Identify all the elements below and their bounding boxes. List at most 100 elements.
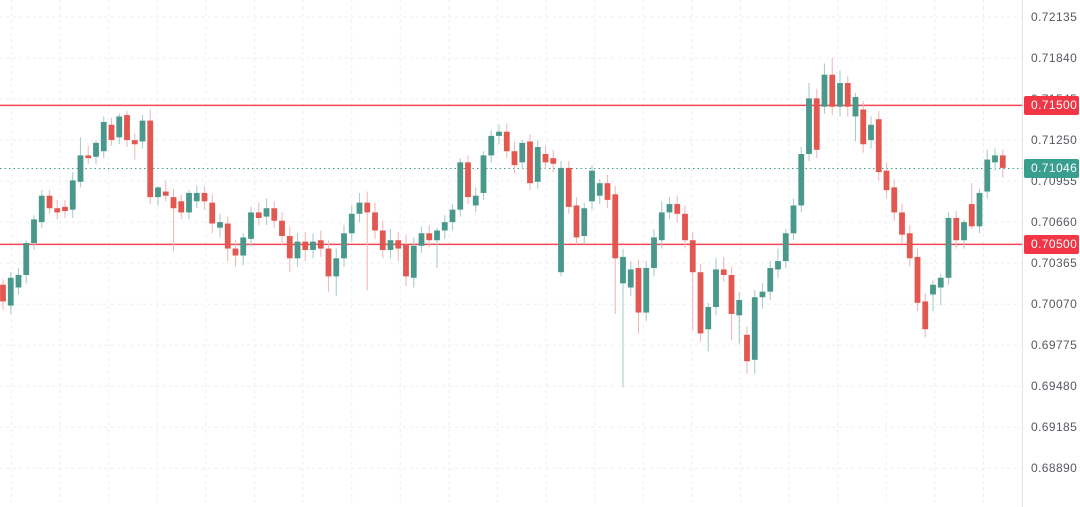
candle-up <box>387 240 394 250</box>
candle-up <box>116 116 123 138</box>
candle-down <box>279 220 285 237</box>
candle-down <box>891 187 898 213</box>
candle-up <box>620 256 626 284</box>
candle-up <box>333 258 340 277</box>
candle-down <box>999 155 1006 168</box>
candle-down <box>503 131 510 152</box>
candle-up <box>100 122 107 152</box>
candle-up <box>449 209 456 223</box>
candle-down <box>46 195 53 209</box>
candle-up <box>782 233 789 262</box>
candle-down <box>720 269 727 275</box>
candle-up <box>961 222 967 241</box>
candle-up <box>751 297 758 360</box>
price-axis-label: 0.69480 <box>1031 379 1078 394</box>
candle-down <box>131 140 138 145</box>
candle-up <box>434 230 440 241</box>
candle-down <box>224 223 231 249</box>
candle-up <box>930 284 936 295</box>
candle-up <box>713 269 719 307</box>
price-axis-label: 0.72135 <box>1031 10 1078 24</box>
candle-down <box>860 109 867 145</box>
candle-down <box>550 158 557 164</box>
candle-up <box>534 147 541 182</box>
candle-down <box>744 334 750 362</box>
candle-up <box>798 153 805 206</box>
candle-down <box>604 183 611 200</box>
candle-up <box>155 187 161 198</box>
candle-up <box>441 222 448 231</box>
candle-down <box>813 98 820 150</box>
level-price-label: 0.71500 <box>1024 95 1079 115</box>
candle-down <box>527 141 533 184</box>
candle-down <box>875 119 882 173</box>
candle-down <box>953 217 960 241</box>
candle-up <box>348 213 355 234</box>
candle-up <box>658 212 665 241</box>
candle-down <box>325 248 332 277</box>
candle-up <box>496 131 502 136</box>
candle-down <box>844 83 851 107</box>
candle-down <box>201 192 208 202</box>
candle-up <box>821 74 828 107</box>
candle-up <box>23 243 30 275</box>
candle-down <box>899 212 905 235</box>
candle-up <box>139 120 146 142</box>
candle-up <box>248 212 254 239</box>
candle-down <box>635 268 642 313</box>
candle-up <box>263 208 270 217</box>
candle-down <box>682 213 688 241</box>
price-axis-label: 0.70365 <box>1031 256 1078 271</box>
candle-down <box>728 274 735 314</box>
candle-up <box>217 222 223 228</box>
candle-up <box>418 233 425 246</box>
candle-down <box>302 241 309 250</box>
candle-down <box>395 240 402 249</box>
candle-up <box>705 306 712 330</box>
candle-up <box>837 83 843 107</box>
candle-up <box>356 202 363 214</box>
candle-up <box>806 98 812 154</box>
candle-down <box>232 248 239 256</box>
candle-down <box>914 256 921 303</box>
candle-down <box>922 301 929 330</box>
candle-down <box>271 208 278 221</box>
candle-down <box>124 115 130 141</box>
candle-down <box>372 212 378 231</box>
last-price-label: 0.71046 <box>1024 158 1079 178</box>
price-axis-label: 0.70660 <box>1031 215 1078 230</box>
candle-down <box>147 120 154 198</box>
candle-down <box>403 244 409 277</box>
candle-up <box>790 205 797 234</box>
candles-layer <box>0 58 1006 388</box>
candle-down <box>62 206 68 212</box>
candle-down <box>317 240 324 249</box>
candle-up <box>868 124 874 141</box>
candle-up <box>643 268 650 313</box>
candle-up <box>976 192 983 227</box>
candle-up <box>240 237 247 256</box>
candle-down <box>170 197 177 209</box>
candle-down <box>573 205 580 238</box>
candle-down <box>54 208 61 213</box>
candle-down <box>255 212 262 218</box>
candle-up <box>992 155 998 163</box>
candle-up <box>341 233 347 259</box>
candle-down <box>364 202 371 213</box>
candle-up <box>488 135 495 156</box>
candle-down <box>178 201 185 213</box>
candle-down <box>697 272 704 334</box>
candle-up <box>581 208 588 237</box>
price-axis-label: 0.71250 <box>1031 133 1078 148</box>
candle-up <box>984 159 991 192</box>
level-price-label: 0.70500 <box>1024 234 1079 254</box>
price-axis[interactable]: 0.721350.718400.715450.712500.709550.706… <box>1022 0 1080 507</box>
candle-down <box>883 170 890 191</box>
candle-up <box>38 195 45 223</box>
candle-down <box>209 202 216 224</box>
candle-up <box>775 261 781 270</box>
candle-down <box>674 204 681 214</box>
candle-up <box>596 183 603 196</box>
